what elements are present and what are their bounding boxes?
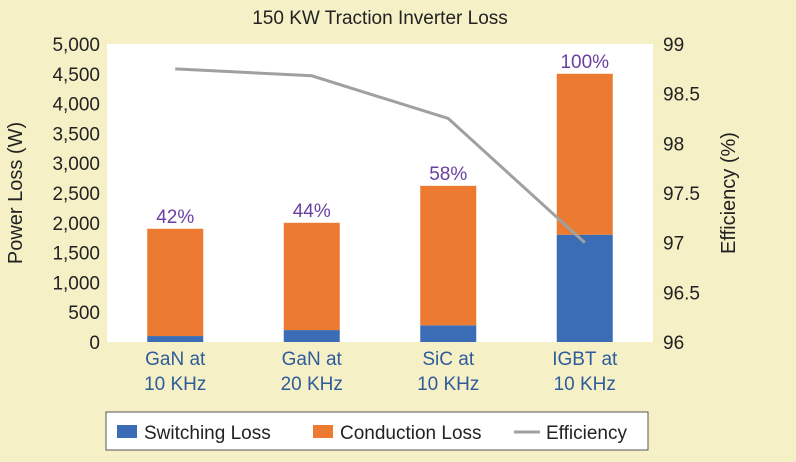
x-tick-label: GaN at 10 KHz	[144, 349, 206, 395]
y-tick-label: 0	[89, 333, 100, 354]
y-axis-title: Power Loss (W)	[5, 122, 27, 264]
bar-conduction	[420, 185, 477, 326]
y2-tick-label: 96	[663, 333, 684, 354]
x-tick-label: GaN at 20 KHz	[281, 349, 343, 395]
y-axis-right: 96 96.5 97 97.5 98 98.5 99	[663, 35, 700, 354]
bar-conduction	[283, 222, 340, 331]
bar-switching	[283, 330, 340, 342]
efficiency-line	[175, 67, 586, 244]
y-tick-label: 4,000	[52, 95, 100, 116]
legend-swatch-switching	[117, 425, 137, 438]
y2-tick-label: 99	[663, 35, 684, 56]
y2-tick-label: 98.5	[663, 85, 700, 106]
y2-axis-title: Efficiency (%)	[718, 132, 740, 254]
y-tick-label: 3,500	[52, 124, 100, 145]
bar-conduction	[556, 73, 613, 235]
x-tick-label-line: SiC at	[422, 349, 474, 370]
x-tick-label: SiC at 10 KHz	[417, 349, 479, 395]
efficiency-polyline	[175, 67, 586, 244]
chart-title: 150 KW Traction Inverter Loss	[252, 8, 508, 29]
y-axis-left: 0 500 1,000 1,500 2,000 2,500 3,000 3,500 4,000 4…	[52, 35, 100, 354]
legend-label-switching: Switching Loss	[144, 423, 271, 444]
y2-tick-label: 97.5	[663, 184, 700, 205]
x-tick-label: IGBT at 10 KHz	[552, 349, 618, 395]
y-tick-label: 3,000	[52, 154, 100, 175]
y-tick-label: 2,500	[52, 184, 100, 205]
y-tick-label: 5,000	[52, 35, 100, 56]
y-tick-label: 2,000	[52, 214, 100, 235]
x-tick-label-line: 10 KHz	[554, 374, 616, 395]
y2-tick-label: 96.5	[663, 283, 700, 304]
y2-tick-label: 98	[663, 134, 684, 155]
x-tick-label-line: GaN at	[282, 349, 343, 370]
bar-percent-label: 58%	[429, 164, 467, 185]
bar-percent-label: 44%	[293, 201, 331, 222]
legend-box	[105, 411, 649, 451]
bar-switching	[420, 325, 477, 342]
x-tick-label-line: GaN at	[145, 349, 206, 370]
y-tick-label: 1,500	[52, 244, 100, 265]
y-tick-label: 1,000	[52, 273, 100, 294]
bar-conduction	[147, 228, 204, 337]
legend-swatch-conduction	[313, 425, 333, 438]
y-tick-label: 500	[68, 303, 100, 324]
legend: Switching Loss Conduction Loss Efficienc…	[105, 411, 649, 451]
x-tick-label-line: 10 KHz	[417, 374, 479, 395]
y2-tick-label: 97	[663, 234, 684, 255]
bar-percent-label: 100%	[560, 52, 609, 73]
x-tick-label-line: IGBT at	[552, 349, 618, 370]
legend-label-conduction: Conduction Loss	[340, 423, 482, 444]
bars: 42% 44% 58% 100%	[147, 52, 613, 342]
y-tick-label: 4,500	[52, 65, 100, 86]
legend-label-efficiency: Efficiency	[546, 423, 627, 444]
x-tick-label-line: 10 KHz	[144, 374, 206, 395]
x-tick-label-line: 20 KHz	[281, 374, 343, 395]
bar-switching	[147, 336, 204, 342]
bar-percent-label: 42%	[156, 207, 194, 228]
bar-switching	[556, 234, 613, 342]
